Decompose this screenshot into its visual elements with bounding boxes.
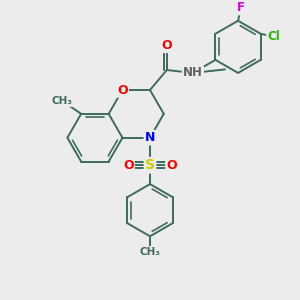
Text: Cl: Cl (267, 30, 280, 43)
Text: S: S (145, 158, 155, 172)
Text: CH₃: CH₃ (52, 96, 73, 106)
Text: NH: NH (183, 66, 203, 80)
Text: F: F (237, 1, 245, 14)
Text: CH₃: CH₃ (140, 247, 160, 257)
Text: O: O (161, 39, 172, 52)
Text: N: N (145, 131, 155, 144)
Text: O: O (167, 159, 177, 172)
Text: O: O (123, 159, 134, 172)
Text: O: O (117, 83, 128, 97)
